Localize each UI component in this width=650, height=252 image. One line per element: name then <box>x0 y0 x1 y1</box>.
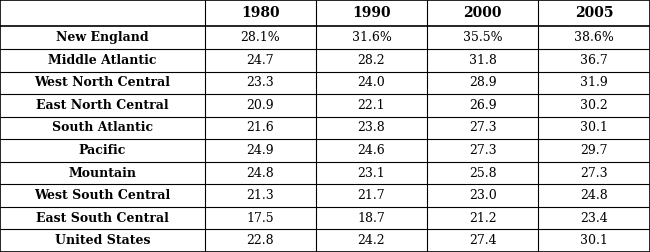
Text: 21.3: 21.3 <box>246 189 274 202</box>
Text: 23.1: 23.1 <box>358 167 385 180</box>
Text: 25.8: 25.8 <box>469 167 497 180</box>
Text: 23.4: 23.4 <box>580 212 608 225</box>
Text: 23.0: 23.0 <box>469 189 497 202</box>
Text: 38.6%: 38.6% <box>574 31 614 44</box>
Text: 27.3: 27.3 <box>469 121 497 135</box>
Text: Middle Atlantic: Middle Atlantic <box>48 54 157 67</box>
Text: 24.8: 24.8 <box>246 167 274 180</box>
Text: 27.3: 27.3 <box>469 144 497 157</box>
Text: 26.9: 26.9 <box>469 99 497 112</box>
Text: 24.8: 24.8 <box>580 189 608 202</box>
Text: New England: New England <box>56 31 149 44</box>
Text: 24.2: 24.2 <box>358 234 385 247</box>
Text: 2000: 2000 <box>463 6 502 20</box>
Text: 31.9: 31.9 <box>580 76 608 89</box>
Text: 22.8: 22.8 <box>246 234 274 247</box>
Text: South Atlantic: South Atlantic <box>52 121 153 135</box>
Text: 30.1: 30.1 <box>580 234 608 247</box>
Text: 2005: 2005 <box>575 6 614 20</box>
Text: 27.3: 27.3 <box>580 167 608 180</box>
Text: 28.1%: 28.1% <box>240 31 280 44</box>
Text: 27.4: 27.4 <box>469 234 497 247</box>
Text: West North Central: West North Central <box>34 76 170 89</box>
Text: 30.1: 30.1 <box>580 121 608 135</box>
Text: 23.8: 23.8 <box>358 121 385 135</box>
Text: 22.1: 22.1 <box>358 99 385 112</box>
Text: 20.9: 20.9 <box>246 99 274 112</box>
Text: 17.5: 17.5 <box>246 212 274 225</box>
Text: 18.7: 18.7 <box>358 212 385 225</box>
Text: Mountain: Mountain <box>68 167 136 180</box>
Text: Pacific: Pacific <box>79 144 126 157</box>
Text: United States: United States <box>55 234 150 247</box>
Text: East South Central: East South Central <box>36 212 169 225</box>
Text: 36.7: 36.7 <box>580 54 608 67</box>
Text: 1990: 1990 <box>352 6 391 20</box>
Text: 1980: 1980 <box>241 6 280 20</box>
Text: 24.9: 24.9 <box>246 144 274 157</box>
Text: 31.6%: 31.6% <box>352 31 391 44</box>
Text: West South Central: West South Central <box>34 189 170 202</box>
Text: 28.9: 28.9 <box>469 76 497 89</box>
Text: 24.7: 24.7 <box>246 54 274 67</box>
Text: 24.0: 24.0 <box>358 76 385 89</box>
Text: 35.5%: 35.5% <box>463 31 502 44</box>
Text: 21.2: 21.2 <box>469 212 497 225</box>
Text: 28.2: 28.2 <box>358 54 385 67</box>
Text: 29.7: 29.7 <box>580 144 608 157</box>
Text: 30.2: 30.2 <box>580 99 608 112</box>
Text: 21.6: 21.6 <box>246 121 274 135</box>
Text: East North Central: East North Central <box>36 99 169 112</box>
Text: 23.3: 23.3 <box>246 76 274 89</box>
Text: 31.8: 31.8 <box>469 54 497 67</box>
Text: 24.6: 24.6 <box>358 144 385 157</box>
Text: 21.7: 21.7 <box>358 189 385 202</box>
